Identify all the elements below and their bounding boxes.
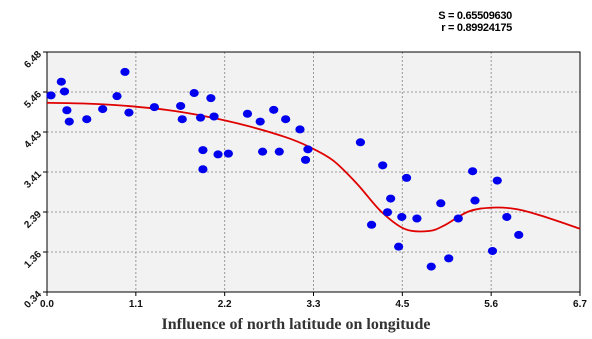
fit-statistics: S = 0.65509630 r = 0.89924175 (438, 10, 512, 34)
data-point (177, 115, 187, 124)
data-point (382, 208, 393, 217)
x-tick-label: 1.1 (129, 299, 143, 310)
data-point (195, 113, 206, 122)
data-point (149, 103, 159, 112)
data-point (300, 155, 311, 164)
x-tick-label: 3.3 (307, 299, 321, 310)
data-point (46, 91, 56, 100)
data-point (397, 212, 407, 221)
x-axis: 0.0 1.1 2.2 3.3 4.5 5.6 6.7 (40, 292, 587, 310)
x-tick-label: 0.0 (40, 299, 54, 310)
data-point (59, 87, 70, 96)
y-tick-label: 6.48 (22, 49, 44, 71)
data-point (255, 117, 265, 126)
x-tick-label: 5.6 (484, 299, 498, 310)
y-tick-label: 5.46 (22, 89, 44, 111)
data-point (189, 89, 199, 98)
x-tick-label: 6.7 (573, 299, 587, 310)
data-point (426, 262, 436, 271)
data-point (62, 106, 72, 115)
data-point (64, 117, 74, 126)
data-point (453, 214, 463, 223)
data-point (209, 112, 219, 121)
data-point (242, 109, 253, 118)
data-point (378, 161, 388, 170)
data-point (223, 149, 233, 158)
fit-line (46, 101, 581, 233)
chart-caption: Influence of north latitude on longitude (161, 316, 431, 333)
data-point (269, 105, 279, 114)
data-point (213, 150, 223, 159)
s-value: S = 0.65509630 (438, 10, 512, 22)
data-point (295, 125, 305, 134)
data-point (412, 214, 422, 223)
data-point (56, 77, 66, 86)
x-tick-label: 4.5 (395, 299, 409, 310)
data-points (46, 67, 524, 271)
data-point (502, 212, 512, 221)
data-point (514, 230, 524, 239)
data-point (444, 254, 454, 263)
data-point (98, 105, 108, 114)
data-point (470, 196, 480, 205)
data-point (366, 220, 377, 229)
data-point (257, 147, 268, 156)
data-point (206, 94, 216, 103)
x-tick-label: 2.2 (218, 299, 232, 310)
data-point (436, 199, 446, 208)
data-point (176, 101, 186, 110)
y-tick-label: 2.39 (22, 209, 44, 231)
r-value: r = 0.89924175 (441, 22, 512, 34)
data-point (198, 146, 208, 155)
data-point (112, 92, 122, 101)
data-point (124, 108, 134, 117)
data-point (468, 167, 478, 176)
data-point (198, 165, 208, 174)
data-point (394, 242, 404, 251)
y-tick-label: 4.43 (22, 129, 44, 151)
data-point (274, 147, 284, 156)
data-point (487, 246, 498, 255)
data-point (401, 173, 412, 182)
y-tick-label: 1.36 (22, 249, 44, 271)
y-tick-label: 3.41 (22, 169, 44, 191)
data-point (120, 67, 130, 76)
data-point (281, 115, 291, 124)
data-point (492, 176, 502, 185)
y-axis: 0.341.362.393.414.435.466.48 (22, 49, 47, 311)
data-point (82, 115, 92, 124)
data-point (303, 145, 313, 154)
data-point (355, 138, 366, 147)
data-point (386, 194, 396, 203)
